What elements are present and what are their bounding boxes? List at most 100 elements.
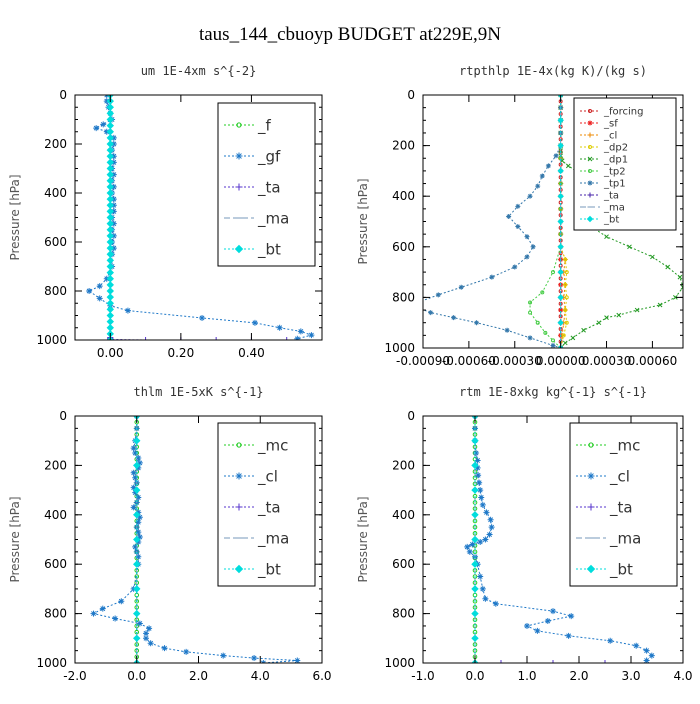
series-layer bbox=[86, 95, 315, 340]
data-point bbox=[530, 244, 536, 250]
x-tick-label: 0.00 bbox=[97, 346, 124, 360]
data-point bbox=[479, 501, 486, 508]
data-point bbox=[133, 486, 141, 494]
data-point bbox=[563, 308, 568, 313]
data-point bbox=[665, 264, 671, 270]
x-tick-label: -1.0 bbox=[411, 669, 434, 683]
x-tick-label: 1.0 bbox=[517, 669, 536, 683]
x-tick-label: -2.0 bbox=[63, 669, 86, 683]
data-point bbox=[565, 632, 572, 639]
y-axis-label: Pressure [hPa] bbox=[8, 174, 22, 260]
data-point bbox=[543, 330, 548, 335]
data-point bbox=[235, 472, 243, 480]
data-point bbox=[471, 486, 479, 494]
legend-label: _mc bbox=[609, 436, 640, 455]
data-point bbox=[588, 109, 592, 113]
data-point bbox=[586, 564, 596, 574]
figure-title: taus_144_cbuoyp BUDGET at229E,9N bbox=[199, 24, 501, 45]
data-point bbox=[106, 293, 114, 301]
data-point bbox=[565, 163, 571, 169]
data-point bbox=[476, 479, 483, 486]
data-point bbox=[130, 469, 137, 476]
data-point bbox=[562, 340, 568, 346]
data-point bbox=[469, 541, 476, 548]
data-point bbox=[588, 145, 592, 149]
data-point bbox=[118, 598, 125, 605]
data-point bbox=[276, 324, 283, 331]
legend-box bbox=[573, 97, 677, 231]
data-point bbox=[587, 132, 593, 138]
x-tick-label: -0.00030 bbox=[488, 354, 542, 368]
data-point bbox=[106, 317, 114, 326]
data-point bbox=[568, 613, 575, 620]
data-point bbox=[132, 489, 139, 496]
legend-box bbox=[217, 102, 316, 267]
data-point bbox=[435, 292, 441, 298]
data-point bbox=[471, 609, 479, 618]
x-tick-label: 0.00000 bbox=[536, 354, 586, 368]
y-axis-label: Pressure [hPa] bbox=[356, 496, 370, 582]
data-point bbox=[474, 320, 480, 326]
y-tick-label: 1000 bbox=[36, 333, 67, 347]
data-point bbox=[551, 270, 555, 275]
y-tick-label: 1000 bbox=[384, 656, 415, 670]
data-point bbox=[297, 328, 304, 335]
data-point bbox=[133, 560, 141, 568]
data-point bbox=[504, 327, 510, 333]
legend-label: _dp2 bbox=[603, 143, 628, 154]
data-point bbox=[587, 472, 595, 480]
data-point bbox=[213, 337, 220, 340]
legend: _forcing_sf_cl_dp2_dp1_tp2_tp1_ta_ma_bt bbox=[573, 97, 677, 231]
legend: _mc _cl _ta _ma _bt bbox=[217, 422, 316, 587]
data-point bbox=[471, 461, 479, 470]
legend-label: _tp2 bbox=[603, 167, 626, 178]
y-axis-label: Pressure [hPa] bbox=[356, 178, 370, 264]
data-point bbox=[550, 342, 556, 348]
data-point bbox=[124, 307, 131, 314]
y-tick-label: 0 bbox=[407, 409, 415, 423]
legend-label: _bt bbox=[257, 560, 281, 579]
data-point bbox=[106, 311, 114, 320]
data-point bbox=[133, 609, 141, 618]
data-point bbox=[451, 315, 457, 321]
data-point bbox=[96, 295, 103, 302]
data-point bbox=[133, 535, 141, 544]
x-tick-label: 4.0 bbox=[251, 669, 270, 683]
data-point bbox=[251, 319, 258, 326]
panel-title: rtpthlp 1E-4x(kg K)/(kg s) bbox=[459, 64, 647, 78]
data-point bbox=[487, 516, 494, 523]
chart-panel-3: thlm 1E-5xK s^{-1} Pressure [hPa] 0 200 400 6… bbox=[8, 385, 332, 683]
y-tick-label: 600 bbox=[44, 557, 67, 571]
data-point bbox=[471, 634, 479, 643]
data-point bbox=[251, 655, 258, 662]
data-point bbox=[564, 320, 569, 325]
data-point bbox=[99, 605, 106, 612]
data-point bbox=[535, 183, 541, 189]
legend-label: _forcing bbox=[603, 107, 644, 118]
data-point bbox=[558, 307, 564, 313]
data-point bbox=[581, 327, 586, 333]
data-point bbox=[135, 494, 142, 501]
legend-label: _bt bbox=[603, 215, 619, 226]
data-point bbox=[235, 152, 243, 160]
data-point bbox=[135, 519, 142, 526]
legend-label: _cl bbox=[603, 131, 617, 142]
data-point bbox=[112, 615, 119, 622]
data-point bbox=[524, 254, 530, 260]
data-point bbox=[607, 637, 614, 644]
legend-label: _bt bbox=[609, 560, 633, 579]
data-point bbox=[534, 627, 541, 634]
data-point bbox=[477, 538, 484, 545]
data-point bbox=[133, 461, 141, 470]
x-tick-label: 2.0 bbox=[189, 669, 208, 683]
data-point bbox=[557, 243, 564, 251]
data-point bbox=[106, 324, 114, 332]
data-point bbox=[587, 120, 593, 126]
data-point bbox=[488, 524, 495, 531]
data-point bbox=[486, 531, 493, 538]
legend-box bbox=[569, 422, 678, 587]
legend: _f _gf _ta _ma _bt bbox=[217, 102, 316, 267]
data-point bbox=[133, 585, 141, 593]
data-point bbox=[648, 652, 655, 659]
